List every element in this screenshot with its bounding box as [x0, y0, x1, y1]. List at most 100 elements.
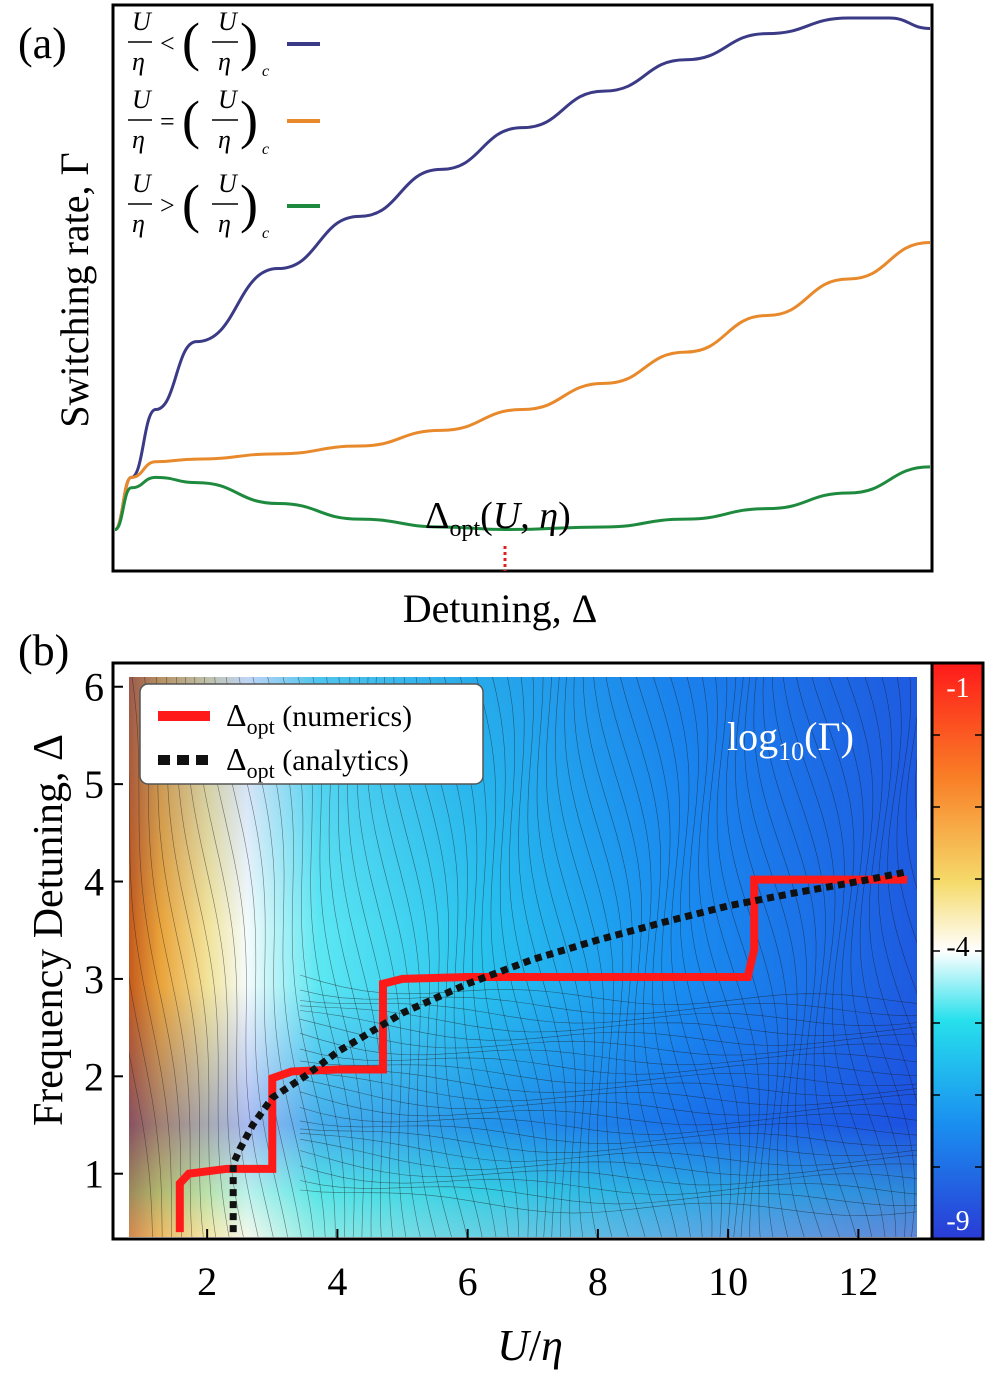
- svg-text:U: U: [218, 169, 239, 198]
- legend-entry-at-critical: Uη = ( Uη ) c: [128, 85, 320, 158]
- contour-line: [796, 677, 886, 1237]
- contour-line: [129, 770, 172, 1237]
- contour-line: [896, 677, 917, 944]
- contour-line: [735, 677, 789, 1237]
- panel-a-label: (a): [18, 19, 67, 68]
- svg-text:U: U: [132, 85, 153, 114]
- contour-line: [670, 677, 732, 1237]
- svg-text:>: >: [160, 191, 175, 220]
- contour-line: [299, 1128, 917, 1157]
- contour-line: [299, 989, 917, 1017]
- contour-line: [573, 677, 646, 1237]
- contour-line: [299, 1071, 917, 1106]
- curve-at-critical: [114, 240, 931, 532]
- panel-b-xticks: 2 4 6 8 10 12: [197, 1229, 878, 1304]
- svg-text:η: η: [218, 125, 231, 154]
- y-tick-label: 2: [84, 1054, 104, 1099]
- contour-line: [546, 677, 597, 1237]
- contour-line: [299, 1060, 917, 1087]
- svg-text:U: U: [218, 7, 239, 36]
- x-tick-label: 6: [458, 1259, 478, 1304]
- panel-b-xlabel: U/η: [497, 1321, 563, 1370]
- panel-a-frame: [111, 3, 934, 573]
- contour-line: [707, 677, 760, 1237]
- y-tick-label: 3: [84, 957, 104, 1002]
- delta-opt-analytics-line: [229, 868, 908, 1233]
- x-tick-label: 10: [708, 1259, 748, 1304]
- svg-text:η: η: [132, 125, 145, 154]
- contour-line: [698, 677, 751, 1237]
- contour-line: [620, 677, 703, 1237]
- contour-line: [299, 1165, 917, 1195]
- contour-line: [905, 714, 917, 891]
- contour-line: [299, 1067, 917, 1096]
- contour-line: [299, 974, 917, 1005]
- svg-text:η: η: [132, 209, 145, 238]
- contour-line: [299, 1048, 917, 1076]
- contour-line: [507, 677, 557, 1237]
- panel-a-legend: Uη < ( Uη ) c Uη = ( Uη ) c Uη > (: [128, 7, 320, 242]
- svg-text:c: c: [262, 225, 269, 242]
- panel-a-plot: Δopt(U, η) Uη < ( Uη ) c Uη = ( Uη ) c: [111, 3, 934, 573]
- svg-text:): ): [240, 12, 258, 72]
- contour-line: [129, 1051, 153, 1237]
- colorbar-tick-bottom: -9: [946, 1206, 969, 1237]
- y-tick-label: 5: [84, 762, 104, 807]
- svg-text:(: (: [182, 90, 200, 150]
- svg-text:U: U: [218, 85, 239, 114]
- svg-text:c: c: [262, 141, 269, 158]
- contour-line: [299, 1018, 917, 1056]
- colorbar-tick-mid: -4: [946, 932, 969, 963]
- legend-entry-below-critical: Uη < ( Uη ) c: [128, 7, 320, 80]
- contour-line: [299, 1107, 917, 1136]
- contour-line: [299, 1138, 917, 1176]
- contour-line: [744, 677, 805, 1237]
- svg-text:): ): [240, 90, 258, 150]
- contour-line: [299, 1033, 917, 1066]
- contour-line: [762, 677, 840, 1237]
- x-tick-label: 8: [588, 1259, 608, 1304]
- contour-line: [636, 677, 713, 1237]
- x-tick-label: 4: [327, 1259, 347, 1304]
- colorbar-minor-ticks: [932, 734, 983, 1168]
- y-tick-label: 4: [84, 860, 104, 905]
- contour-line: [299, 1000, 917, 1027]
- legend-entry-above-critical: Uη > ( Uη ) c: [128, 169, 320, 242]
- contour-line: [887, 677, 917, 995]
- svg-text:η: η: [132, 47, 145, 76]
- x-tick-label: 2: [197, 1259, 217, 1304]
- contour-line: [593, 677, 678, 1237]
- x-tick-label: 12: [838, 1259, 878, 1304]
- contour-line: [782, 677, 873, 1237]
- panel-a-xlabel: Detuning, Δ: [403, 586, 598, 631]
- contour-line: [605, 677, 691, 1237]
- contour-line: [828, 677, 906, 1237]
- contour-line: [299, 1133, 917, 1166]
- contour-line: [492, 677, 548, 1237]
- contour-line: [299, 1150, 917, 1186]
- contour-line: [129, 976, 163, 1237]
- svg-text:<: <: [160, 29, 175, 58]
- svg-text:U: U: [132, 169, 153, 198]
- contour-line: [725, 677, 779, 1237]
- contour-line: [299, 1078, 917, 1116]
- contour-line: [299, 1120, 917, 1147]
- contour-line: [716, 677, 769, 1237]
- colorbar-tick-top: -1: [946, 673, 969, 704]
- contour-line: [299, 1091, 917, 1126]
- svg-text:U: U: [132, 7, 153, 36]
- panel-b-label: (b): [18, 626, 69, 675]
- contour-line: [536, 677, 586, 1237]
- svg-text:=: =: [160, 107, 175, 136]
- panel-b-ylabel: Frequency Detuning, Δ: [26, 734, 72, 1126]
- panel-b-yticks: 1 2 3 4 5 6: [84, 665, 123, 1197]
- contour-line: [846, 677, 916, 1237]
- y-tick-label: 6: [84, 665, 104, 710]
- curve-above-critical: [114, 465, 931, 532]
- contour-line: [811, 677, 897, 1237]
- legend-label-analytics: Δopt (analytics): [226, 741, 409, 783]
- y-tick-label: 1: [84, 1152, 104, 1197]
- contour-line: [914, 756, 917, 822]
- optimal-detuning-annotation: Δopt(U, η): [425, 495, 571, 542]
- contour-line: [753, 677, 823, 1237]
